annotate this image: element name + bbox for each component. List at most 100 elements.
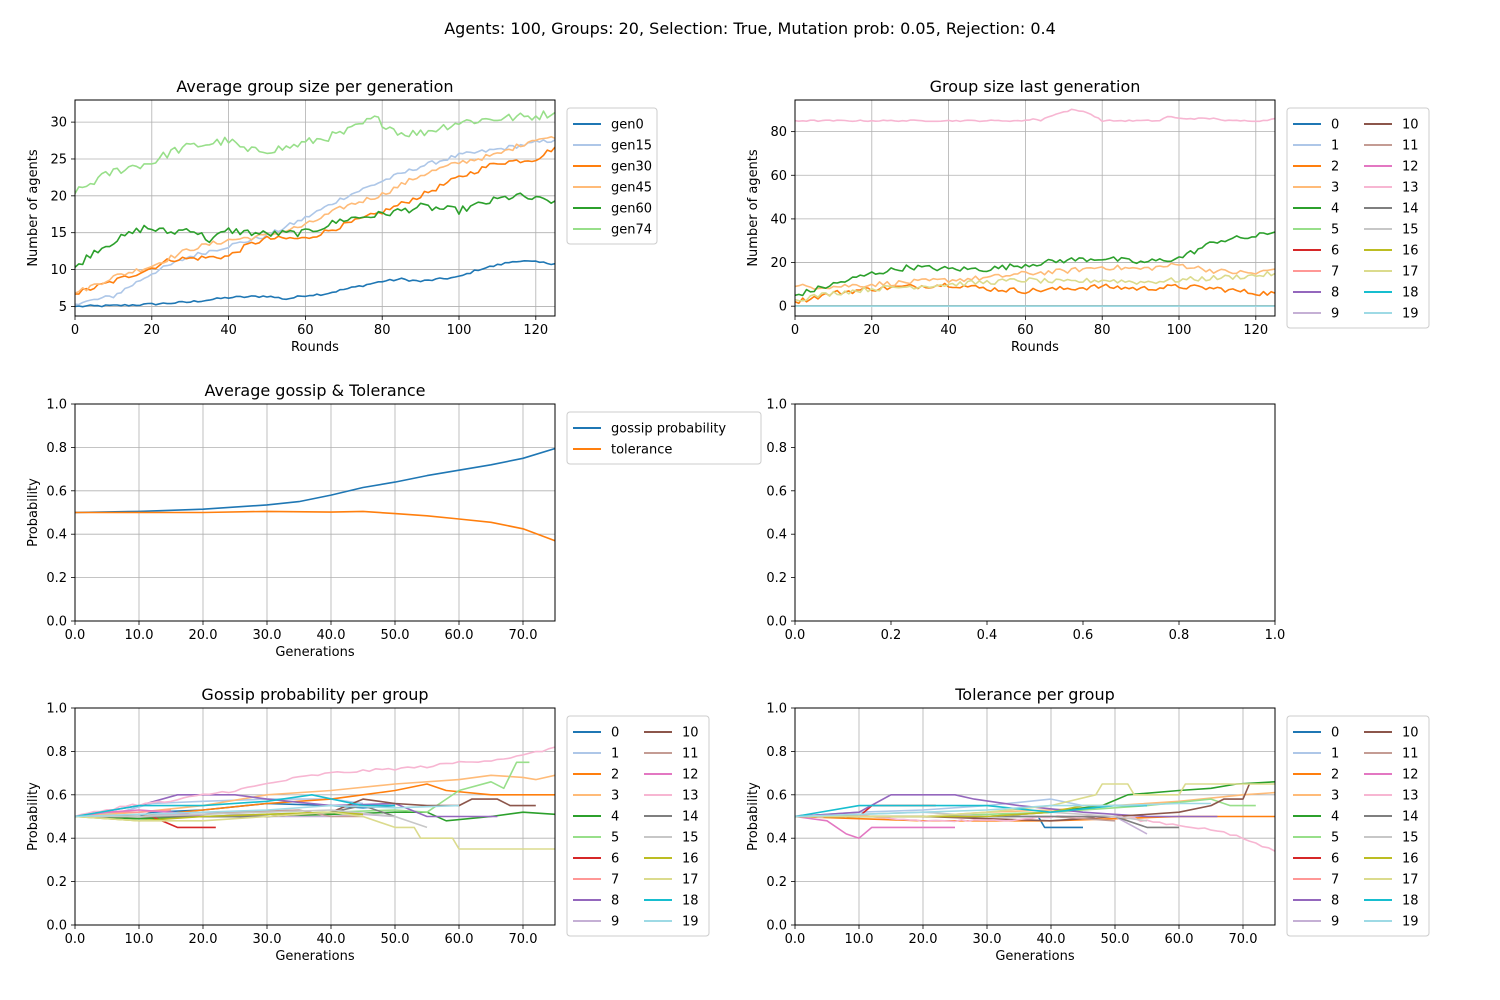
legend-label-13: 13 xyxy=(1402,789,1419,804)
series-line-3 xyxy=(795,262,1275,290)
legend-box xyxy=(566,107,658,245)
x-tick-label: 60 xyxy=(297,323,314,338)
chart-title: Group size last generation xyxy=(930,77,1141,96)
x-tick-label: 20.0 xyxy=(909,932,938,947)
x-tick-label: 30.0 xyxy=(973,932,1002,947)
x-tick-label: 40 xyxy=(940,323,957,338)
y-tick-label: 20 xyxy=(50,189,67,204)
x-tick-label: 0.0 xyxy=(785,628,806,643)
y-tick-label: 0.0 xyxy=(766,919,787,934)
y-axis-label: Probability xyxy=(26,478,41,547)
legend-label-17: 17 xyxy=(682,873,699,888)
x-tick-label: 0.8 xyxy=(1169,628,1190,643)
series-group xyxy=(75,746,555,850)
legend-label-13: 13 xyxy=(1402,181,1419,196)
y-tick-label: 0.8 xyxy=(766,745,787,760)
plot-area xyxy=(795,404,1275,621)
legend-label-9: 9 xyxy=(1331,307,1339,322)
legend: gen0 gen15 gen30 gen45 gen60 gen74 xyxy=(566,107,658,245)
chart-title: Tolerance per group xyxy=(954,685,1115,704)
x-tick-label: 50.0 xyxy=(381,628,410,643)
legend-label-15: 15 xyxy=(1402,223,1419,238)
y-tick-label: 0.6 xyxy=(766,484,787,499)
legend-label-gen30: gen30 xyxy=(611,160,652,175)
x-tick-label: 20 xyxy=(144,323,161,338)
x-tick-label: 80 xyxy=(374,323,391,338)
legend-label-2: 2 xyxy=(611,768,619,783)
legend-label-4: 4 xyxy=(1331,810,1339,825)
axes-frame xyxy=(74,99,556,317)
x-tick-label: 30.0 xyxy=(253,628,282,643)
legend-label-3: 3 xyxy=(1331,789,1339,804)
x-tick-label: 20.0 xyxy=(189,932,218,947)
chart-empty-panel: 0.0 0.2 0.4 0.6 0.8 1.0 0.0 0.2 0.4 0.6 0.8 1.0 xyxy=(766,398,1285,644)
y-tick-label: 0.4 xyxy=(766,832,787,847)
y-axis-label: Number of agents xyxy=(26,149,41,267)
x-axis-label: Rounds xyxy=(291,340,339,355)
x-tick-label: 1.0 xyxy=(1265,628,1286,643)
y-axis-label: Number of agents xyxy=(746,149,761,267)
x-axis-label: Generations xyxy=(275,645,355,660)
series-line-gen74 xyxy=(75,110,555,194)
y-tick-label: 0.2 xyxy=(46,875,67,890)
x-tick-label: 0.0 xyxy=(65,932,86,947)
legend-label-19: 19 xyxy=(1402,915,1419,930)
legend-label-13: 13 xyxy=(682,789,699,804)
legend-label-7: 7 xyxy=(1331,873,1339,888)
x-tick-label: 40.0 xyxy=(1037,932,1066,947)
legend-label-8: 8 xyxy=(611,894,619,909)
series-line-8 xyxy=(75,794,498,818)
series-group xyxy=(795,781,1275,852)
series-line-gen45 xyxy=(75,136,555,294)
y-tick-label: 0.0 xyxy=(46,615,67,630)
legend-label-gossip probability: gossip probability xyxy=(611,422,726,437)
axes-frame xyxy=(794,403,1276,622)
legend-label-6: 6 xyxy=(1331,852,1339,867)
x-tick-label: 0 xyxy=(71,323,79,338)
y-tick-label: 20 xyxy=(770,256,787,271)
series-line-13 xyxy=(75,746,555,818)
x-tick-label: 100 xyxy=(447,323,472,338)
legend-label-gen0: gen0 xyxy=(611,118,644,133)
legend-label-1: 1 xyxy=(1331,747,1339,762)
x-axis-label: Generations xyxy=(995,949,1075,964)
y-tick-label: 80 xyxy=(770,125,787,140)
y-axis-label: Probability xyxy=(746,782,761,851)
y-tick-label: 15 xyxy=(50,226,67,241)
y-tick-label: 0.4 xyxy=(766,528,787,543)
series-line-12 xyxy=(795,815,955,839)
legend-box xyxy=(1286,715,1430,937)
series-line-18 xyxy=(75,794,395,818)
x-tick-label: 0.2 xyxy=(881,628,902,643)
legend-label-7: 7 xyxy=(611,873,619,888)
legend-label-14: 14 xyxy=(1402,810,1419,825)
x-tick-label: 10.0 xyxy=(845,932,874,947)
legend-label-2: 2 xyxy=(1331,768,1339,783)
y-tick-label: 0.2 xyxy=(766,875,787,890)
legend-box xyxy=(566,715,710,937)
x-tick-label: 0.4 xyxy=(977,628,998,643)
y-tick-label: 0.0 xyxy=(46,919,67,934)
x-tick-label: 60 xyxy=(1017,323,1034,338)
y-tick-label: 0.8 xyxy=(46,441,67,456)
legend-label-gen15: gen15 xyxy=(611,139,652,154)
legend-label-14: 14 xyxy=(1402,202,1419,217)
chart-tolerance-per-group: 0.0 10.0 20.0 30.0 40.0 50.0 60.0 70.0 0.0 0.2 0.4… xyxy=(746,685,1430,964)
y-tick-label: 0.4 xyxy=(46,528,67,543)
series-line-19 xyxy=(75,804,460,818)
legend-label-5: 5 xyxy=(611,831,619,846)
legend-label-18: 18 xyxy=(682,894,699,909)
x-tick-label: 80 xyxy=(1094,323,1111,338)
legend-label-0: 0 xyxy=(1331,726,1339,741)
x-tick-label: 60.0 xyxy=(445,932,474,947)
x-tick-label: 100 xyxy=(1167,323,1192,338)
series-line-2 xyxy=(795,282,1275,305)
legend-box xyxy=(1286,107,1430,329)
legend-label-14: 14 xyxy=(682,810,699,825)
legend-label-4: 4 xyxy=(611,810,619,825)
legend-label-9: 9 xyxy=(611,915,619,930)
chart-title: Average gossip & Tolerance xyxy=(205,381,426,400)
series-line-tolerance xyxy=(75,510,555,542)
